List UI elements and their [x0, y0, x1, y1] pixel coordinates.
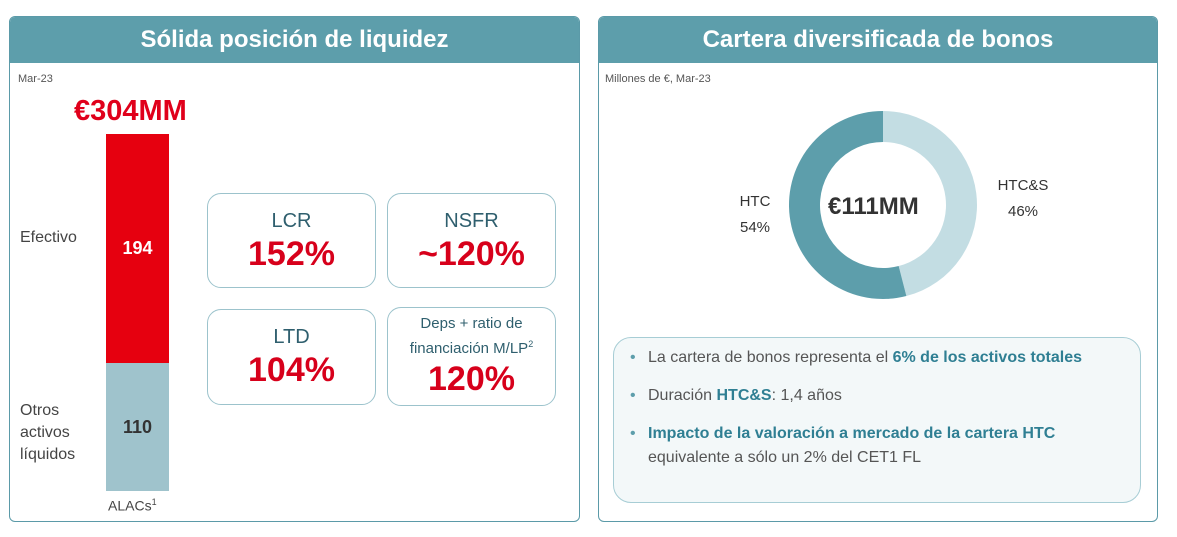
- segment-label-line: Otros: [20, 402, 60, 419]
- kpi-name-lcr: LCR: [271, 209, 312, 232]
- bullet-dot-icon: •: [630, 387, 636, 404]
- donut-slice-htc: [789, 111, 907, 299]
- kpi-card-ltd: LTD 104%: [207, 309, 376, 405]
- kpi-name-ltd: LTD: [273, 326, 310, 348]
- total-label: €304MM: [74, 95, 187, 127]
- kpi-value-lcr: 152%: [248, 234, 335, 273]
- date-note: Mar-23: [18, 73, 53, 85]
- kpi-name-deps-ratio-line1: Deps + ratio de: [420, 315, 523, 332]
- segment-label-otros-activos: Otros activos líquidos: [20, 400, 75, 466]
- donut-slice-htcs: [883, 111, 977, 297]
- bullet-box: • La cartera de bonos representa el 6% de…: [613, 337, 1141, 503]
- kpi-card-lcr: LCR 152%: [207, 193, 376, 288]
- bar-value-efectivo: 194: [122, 238, 153, 258]
- segment-label-efectivo: Efectivo: [20, 229, 77, 246]
- segment-label-line: activos: [20, 424, 70, 441]
- slice-label-htcs: HTC&S 46%: [983, 173, 1063, 225]
- kpi-card-deps-ratio: Deps + ratio de financiación M/LP2 120%: [387, 307, 556, 406]
- kpi-value-deps-ratio: 120%: [428, 360, 515, 398]
- bar-value-otros-activos: 110: [122, 416, 153, 437]
- bullet-item: • Duración HTC&S: 1,4 años: [630, 384, 1120, 408]
- slice-name-htc: HTC: [739, 193, 771, 210]
- kpi-value-ltd: 104%: [248, 351, 335, 389]
- unit-note: Millones de €, Mar-23: [605, 73, 711, 85]
- slice-label-htc: HTC 54%: [725, 189, 785, 241]
- liquidity-panel: Sólida posición de liquidez Mar-23 €304M…: [9, 16, 580, 522]
- slice-value-htcs: 46%: [1007, 203, 1039, 220]
- x-axis-label: ALACs1: [108, 497, 157, 514]
- segment-label-line: líquidos: [20, 446, 76, 463]
- bullet-item: • La cartera de bonos representa el 6% de…: [630, 346, 1120, 370]
- kpi-name-nsfr: NSFR: [444, 209, 499, 232]
- bar-segment-efectivo: 194: [106, 134, 169, 363]
- bond-panel-title: Cartera diversificada de bonos: [599, 17, 1157, 63]
- kpi-value-nsfr: ~120%: [418, 234, 525, 273]
- slice-value-htc: 54%: [739, 219, 771, 236]
- bullet-dot-icon: •: [630, 349, 636, 366]
- kpi-name-deps-ratio-line2: financiación M/LP2: [409, 339, 534, 357]
- liquidity-panel-title: Sólida posición de liquidez: [10, 17, 579, 63]
- bullet-item: • Impacto de la valoración a mercado de l…: [630, 422, 1120, 470]
- bond-portfolio-panel: Cartera diversificada de bonos Millones …: [598, 16, 1158, 522]
- bar-segment-otros-activos: 110: [106, 363, 169, 491]
- bullet-dot-icon: •: [630, 425, 636, 442]
- donut-chart: [789, 111, 977, 299]
- donut-center-value: €111MM: [828, 193, 919, 220]
- slice-name-htcs: HTC&S: [997, 177, 1049, 194]
- kpi-card-nsfr: NSFR ~120%: [387, 193, 556, 288]
